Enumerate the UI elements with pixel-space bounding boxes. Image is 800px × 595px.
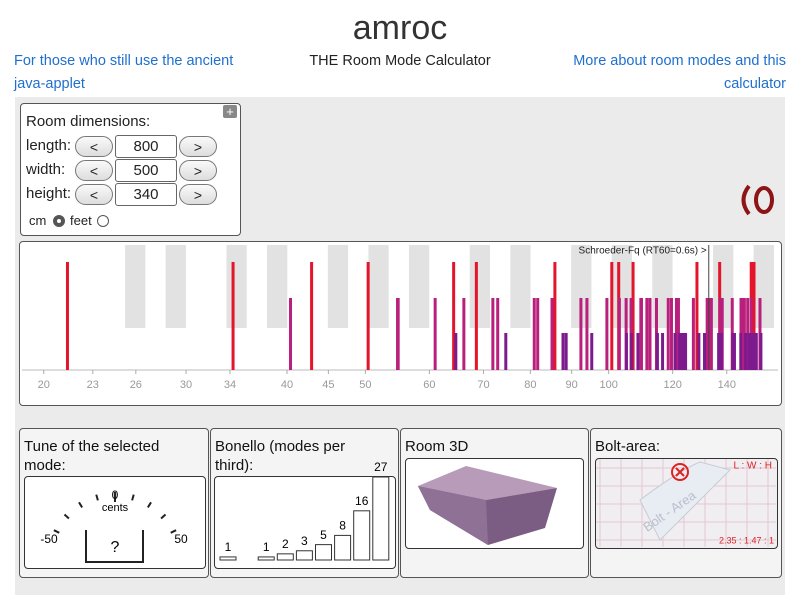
dimension-label: length: bbox=[26, 137, 72, 154]
piano-key bbox=[165, 245, 186, 328]
piano-key bbox=[408, 245, 430, 328]
piano-key bbox=[753, 245, 774, 328]
bonello-bar bbox=[219, 556, 237, 561]
unit-radio[interactable] bbox=[53, 215, 65, 227]
gauge-tick bbox=[131, 494, 135, 501]
bolt-marker-x bbox=[675, 467, 685, 477]
x-tick-label: 26 bbox=[130, 379, 142, 391]
bonello-label: 16 bbox=[355, 494, 369, 508]
bonello-label: 2 bbox=[282, 537, 289, 551]
bonello-bar bbox=[295, 550, 313, 561]
gauge-box bbox=[85, 530, 144, 563]
piano-key bbox=[713, 245, 734, 328]
increase-button[interactable]: > bbox=[179, 136, 217, 157]
increase-button[interactable]: > bbox=[179, 184, 217, 205]
dimension-label: width: bbox=[26, 161, 66, 178]
piano-key bbox=[267, 245, 288, 328]
piano-key bbox=[327, 245, 349, 328]
bolt-ratio: 2.35 : 1.47 : 1 bbox=[719, 535, 774, 545]
tune-title: Tune of the selected mode: bbox=[24, 438, 160, 474]
subtitle: THE Room Mode Calculator bbox=[309, 53, 491, 69]
bonello-bar bbox=[353, 510, 371, 561]
tune-panel: Tune of the selected mode: bbox=[19, 428, 209, 578]
bonello-bar bbox=[315, 544, 332, 561]
unit-cm: cm bbox=[29, 213, 47, 228]
gauge-tick bbox=[95, 494, 99, 501]
piano-key bbox=[469, 245, 491, 328]
increase-button[interactable]: > bbox=[179, 160, 217, 181]
x-tick-label: 40 bbox=[281, 379, 293, 391]
x-tick-label: 20 bbox=[38, 379, 50, 391]
schroeder-label: Schroeder-Fq (RT60=0.6s) > bbox=[579, 246, 707, 257]
gauge-tick bbox=[78, 501, 83, 508]
dimension-value[interactable]: 800 bbox=[115, 135, 177, 158]
unit-radio[interactable] bbox=[97, 215, 109, 227]
dimension-value[interactable]: 340 bbox=[115, 183, 177, 206]
bonello-title: Bonello (modes per third): bbox=[215, 438, 346, 474]
dimension-value[interactable]: 500 bbox=[115, 159, 177, 182]
bonello-label: 5 bbox=[320, 528, 327, 542]
x-tick-label: 80 bbox=[524, 379, 536, 391]
decrease-button[interactable]: < bbox=[75, 184, 113, 205]
x-tick-label: 60 bbox=[423, 379, 435, 391]
bonello-label: 1 bbox=[225, 540, 232, 554]
x-tick-label: 50 bbox=[359, 379, 371, 391]
dimension-label: height: bbox=[26, 185, 72, 202]
gauge-value: ? bbox=[111, 539, 120, 556]
info-link[interactable]: More about room modes and this calculato… bbox=[573, 53, 786, 92]
unit-feet: feet bbox=[70, 213, 92, 228]
piano-key bbox=[125, 245, 146, 328]
bonello-bar bbox=[334, 534, 352, 561]
piano-key bbox=[368, 245, 389, 328]
decrease-button[interactable]: < bbox=[75, 136, 113, 157]
piano-key bbox=[226, 245, 247, 328]
dimensions-panel: + Room dimensions: length: <800 > width: <50… bbox=[20, 103, 241, 236]
gauge-tick bbox=[53, 529, 60, 534]
bonello-bar bbox=[276, 553, 294, 561]
x-tick-label: 34 bbox=[224, 379, 236, 391]
gauge-max: 50 bbox=[174, 532, 188, 546]
x-tick-label: 70 bbox=[477, 379, 489, 391]
gauge-tick bbox=[147, 501, 152, 508]
room3d-title: Room 3D bbox=[405, 438, 469, 455]
x-tick-label: 120 bbox=[663, 379, 681, 391]
room-shape bbox=[418, 466, 557, 545]
gauge-tick bbox=[160, 513, 167, 520]
bolt-region bbox=[639, 461, 731, 541]
x-tick-label: 45 bbox=[322, 379, 334, 391]
bolt-ratio-label: L : W : H bbox=[733, 461, 772, 472]
expand-button[interactable]: + bbox=[223, 105, 237, 118]
bonello-bar bbox=[372, 476, 390, 561]
app-title: amroc bbox=[352, 9, 448, 47]
piano-key bbox=[611, 245, 632, 328]
x-tick-label: 90 bbox=[566, 379, 578, 391]
dimensions-title: Room dimensions: bbox=[26, 113, 151, 130]
applet-link[interactable]: For those who still use the ancient java… bbox=[14, 53, 234, 92]
gauge-center: 0 bbox=[112, 488, 119, 502]
gauge-tick bbox=[63, 513, 70, 520]
gauge-unit: cents bbox=[102, 502, 129, 514]
decrease-button[interactable]: < bbox=[75, 160, 113, 181]
gauge-tick bbox=[170, 529, 177, 534]
bolt-marker bbox=[671, 463, 689, 481]
tune-gauge bbox=[24, 476, 206, 569]
x-tick-label: 140 bbox=[718, 379, 736, 391]
bolt-title: Bolt-area: bbox=[595, 438, 661, 455]
bonello-label: 1 bbox=[263, 540, 270, 554]
bonello-label: 3 bbox=[301, 534, 308, 548]
bonello-label: 27 bbox=[374, 460, 388, 474]
x-tick-label: 30 bbox=[180, 379, 192, 391]
gauge-min: -50 bbox=[40, 532, 58, 546]
bonello-label: 8 bbox=[339, 519, 346, 533]
bonello-bar bbox=[257, 556, 275, 561]
x-tick-label: 100 bbox=[599, 379, 617, 391]
piano-key bbox=[510, 245, 531, 328]
logo bbox=[741, 184, 774, 216]
x-tick-label: 23 bbox=[87, 379, 99, 391]
